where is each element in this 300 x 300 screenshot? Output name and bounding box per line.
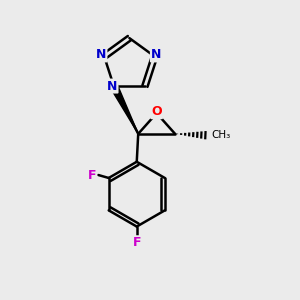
Text: O: O: [151, 105, 162, 118]
Text: N: N: [96, 48, 106, 62]
Text: N: N: [107, 80, 118, 93]
Text: F: F: [133, 236, 141, 249]
Text: N: N: [151, 48, 161, 62]
Text: CH₃: CH₃: [212, 130, 231, 140]
Text: F: F: [88, 169, 96, 182]
Polygon shape: [110, 84, 138, 134]
